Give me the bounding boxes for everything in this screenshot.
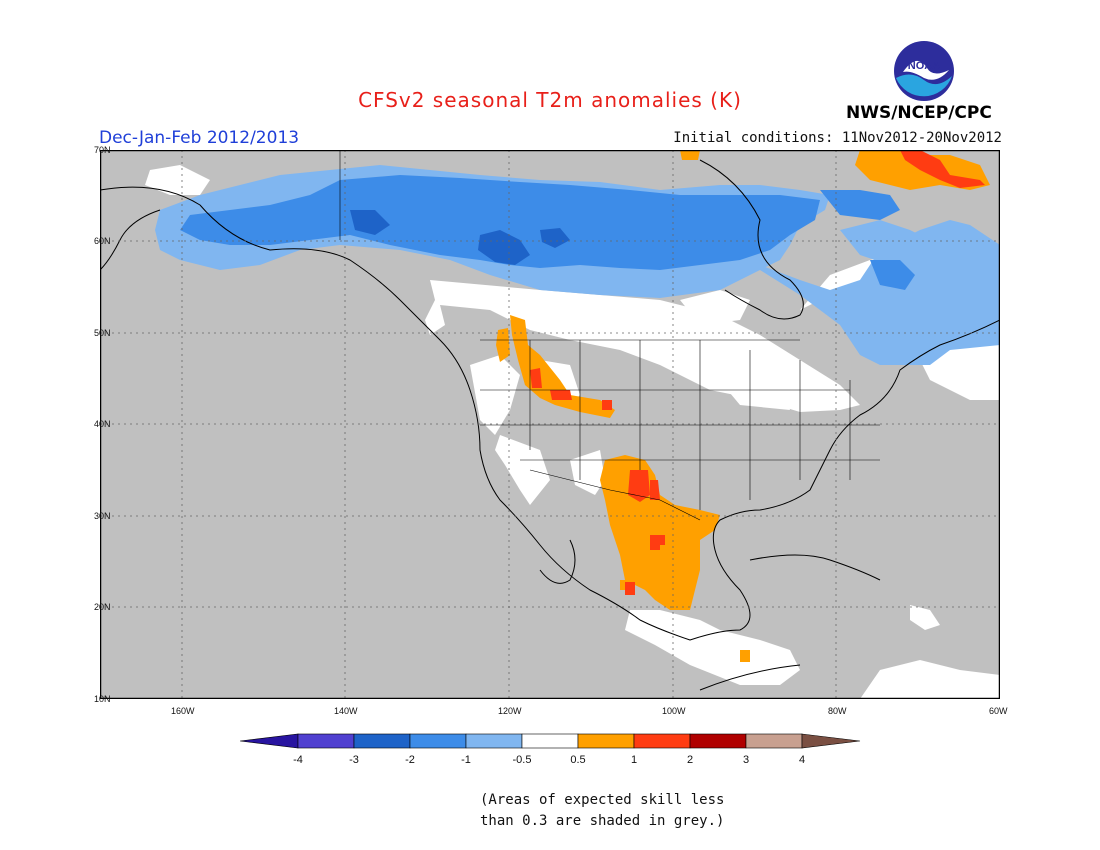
colorbar-label-7: 2 — [687, 754, 693, 766]
colorbar-swatch-4 — [465, 733, 523, 749]
colorbar-label-6: 1 — [631, 754, 637, 766]
forecast-period: Dec-Jan-Feb 2012/2013 — [99, 128, 300, 148]
lat-label-60n: 60N — [94, 236, 111, 246]
colorbar-swatch-9 — [745, 733, 803, 749]
map-axes: 70N 60N 50N 40N 30N 20N 10N 160W 140W 12… — [94, 145, 1008, 716]
anomaly-map — [100, 150, 1000, 699]
colorbar-swatch-1 — [297, 733, 355, 749]
colorbar-label-0: -4 — [293, 754, 303, 766]
colorbar-swatch-2 — [353, 733, 411, 749]
colorbar-label-9: 4 — [799, 754, 805, 766]
colorbar-swatch-8 — [689, 733, 747, 749]
colorbar-swatch-7 — [633, 733, 691, 749]
colorbar-swatch-5 — [521, 733, 579, 749]
lon-label-120w: 120W — [498, 706, 522, 716]
graticule — [100, 150, 1000, 699]
org-label: NWS/NCEP/CPC — [846, 103, 992, 123]
colorbar-swatch-3 — [409, 733, 467, 749]
lon-label-100w: 100W — [662, 706, 686, 716]
logo-text: NOAA — [908, 60, 940, 72]
skill-note: (Areas of expected skill less than 0.3 a… — [480, 790, 725, 832]
colorbar-label-3: -1 — [461, 754, 471, 766]
colorbar-swatch-0 — [240, 733, 299, 749]
colorbar-label-8: 3 — [743, 754, 749, 766]
initial-conditions: Initial conditions: 11Nov2012-20Nov2012 — [673, 130, 1002, 146]
state-borders — [339, 150, 880, 521]
lat-label-30n: 30N — [94, 511, 111, 521]
lat-label-70n: 70N — [94, 145, 111, 155]
colorbar-label-2: -2 — [405, 754, 415, 766]
map-title: CFSv2 seasonal T2m anomalies (K) — [358, 88, 742, 112]
noaa-logo: NOAA — [893, 40, 955, 102]
colorbar-label-1: -3 — [349, 754, 359, 766]
lat-label-40n: 40N — [94, 419, 111, 429]
coastlines — [100, 159, 1000, 691]
lon-label-80w: 80W — [828, 706, 847, 716]
colorbar-swatch-10 — [801, 733, 861, 749]
skill-note-line2: than 0.3 are shaded in grey.) — [480, 813, 725, 829]
lat-label-50n: 50N — [94, 328, 111, 338]
lon-label-160w: 160W — [171, 706, 195, 716]
colorbar-swatch-6 — [577, 733, 635, 749]
map-frame — [100, 150, 1000, 699]
skill-note-line1: (Areas of expected skill less — [480, 792, 725, 808]
warm-moderate-region — [530, 150, 985, 595]
lat-label-20n: 20N — [94, 602, 111, 612]
lon-label-60w: 60W — [989, 706, 1008, 716]
lat-label-10n: 10N — [94, 694, 111, 704]
cold-strong-region — [350, 210, 570, 265]
colorbar: -4 -3 -2 -1 -0.5 0.5 1 2 3 4 — [240, 733, 861, 766]
lon-label-140w: 140W — [334, 706, 358, 716]
colorbar-label-4: -0.5 — [513, 754, 532, 766]
colorbar-label-5: 0.5 — [570, 754, 585, 766]
